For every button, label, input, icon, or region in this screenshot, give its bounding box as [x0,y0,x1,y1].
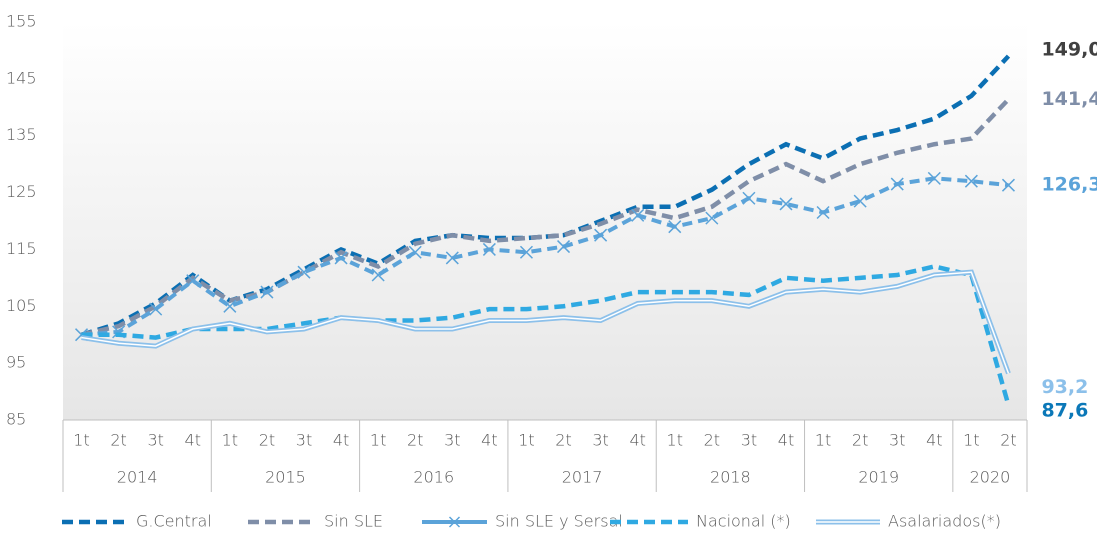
y-tick-label: 155 [6,12,37,31]
series-marker [482,242,496,256]
series-marker [779,197,793,211]
x-tick-label: 2t [407,431,423,450]
y-tick-label: 115 [6,239,37,258]
plot-background [63,22,1027,420]
group-label: 2020 [970,468,1011,487]
group-label: 2016 [413,468,454,487]
series-line [81,176,1009,337]
group-label: 2018 [710,468,751,487]
x-tick-label: 4t [629,431,645,450]
y-tick-label: 125 [6,182,37,201]
x-tick-label: 1t [667,431,683,450]
y-tick-label: 145 [6,68,37,87]
data-label: 126,3 [1041,174,1097,196]
series-marker [594,228,608,242]
x-tick-label: 2t [110,431,126,450]
series-marker [557,240,571,254]
series-marker [927,171,941,185]
series-marker [149,302,163,316]
series-marker [334,251,348,265]
y-tick-label: 105 [6,296,37,315]
legend-marker [448,516,461,528]
x-tick-label: 2t [852,431,868,450]
group-label: 2015 [265,468,306,487]
data-label: 149,0 [1041,39,1097,61]
legend-label: Nacional (*) [696,512,791,531]
y-tick-label: 95 [6,353,26,372]
x-tick-label: 2t [1000,431,1016,450]
series-marker [853,194,867,208]
legend-label: Sin SLE y Sersal [495,512,623,531]
series-marker [186,274,200,288]
data-label: 87,6 [1041,400,1088,422]
series-marker [964,174,978,188]
legend-label: G.Central [136,512,212,531]
group-label: 2019 [858,468,899,487]
x-tick-label: 1t [963,431,979,450]
data-label: 141,4 [1041,88,1097,110]
x-tick-label: 1t [518,431,534,450]
series-marker [1001,178,1015,192]
group-label: 2014 [117,468,158,487]
legend-label: Sin SLE [324,512,383,531]
series-marker [668,220,682,234]
x-tick-label: 2t [259,431,275,450]
x-tick-label: 4t [185,431,201,450]
x-tick-label: 2t [555,431,571,450]
x-tick-label: 1t [222,431,238,450]
series-marker [445,251,459,265]
x-tick-label: 3t [296,431,312,450]
series-marker [742,191,756,205]
series-line-inner [81,271,1010,374]
series-marker [519,245,533,259]
x-tick-label: 3t [889,431,905,450]
x-tick-label: 1t [815,431,831,450]
x-tick-label: 4t [778,431,794,450]
data-label: 93,2 [1041,376,1088,398]
group-label: 2017 [562,468,603,487]
series-marker [297,265,311,279]
x-tick-label: 4t [333,431,349,450]
series-marker [260,285,274,299]
series-marker [408,245,422,259]
series-marker [890,177,904,191]
x-tick-label: 3t [147,431,163,450]
legend-label: Asalariados(*) [888,512,1001,531]
x-tick-label: 4t [481,431,497,450]
series-marker [223,299,237,313]
series-line [81,97,1011,337]
x-tick-label: 3t [741,431,757,450]
x-tick-label: 3t [592,431,608,450]
y-tick-label: 135 [6,125,37,144]
x-tick-label: 1t [370,431,386,450]
series-marker [705,211,719,225]
x-tick-label: 1t [73,431,89,450]
x-tick-label: 2t [704,431,720,450]
series-line [81,264,1011,406]
y-tick-label: 85 [6,410,26,429]
series-marker [371,268,385,282]
x-tick-label: 3t [444,431,460,450]
x-tick-label: 4t [926,431,942,450]
series-marker [816,205,830,220]
series-marker [631,208,645,222]
